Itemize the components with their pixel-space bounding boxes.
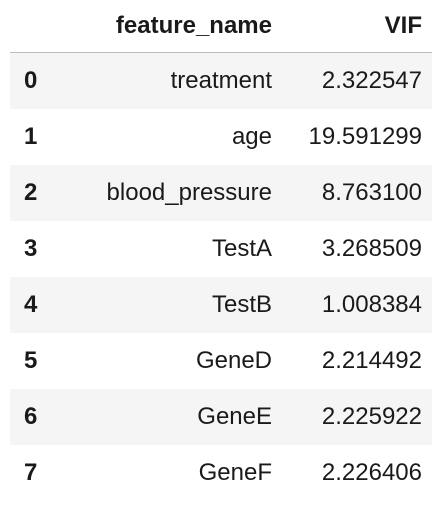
feature-name-cell: TestA: [211, 235, 272, 262]
feature-name-cell: GeneF: [198, 459, 272, 486]
row-index: 3: [24, 235, 38, 262]
table-row: 7 GeneF 2.226406: [10, 445, 432, 501]
table-row: 0 treatment 2.322547: [10, 52, 432, 109]
vif-cell: 2.225922: [321, 403, 422, 430]
vif-cell: 2.214492: [321, 347, 422, 374]
feature-name-cell: blood_pressure: [106, 179, 272, 206]
table-row: 1 age 19.591299: [10, 109, 432, 165]
vif-cell: 19.591299: [308, 123, 422, 150]
vif-cell: 2.226406: [321, 459, 422, 486]
vif-cell: 3.268509: [321, 235, 422, 262]
feature-name-cell: GeneE: [197, 403, 272, 430]
feature-name-column-header: feature_name: [58, 0, 282, 53]
row-index: 4: [24, 291, 38, 318]
dataframe-output: feature_name VIF 0 treatment 2.322547 1 …: [10, 0, 432, 501]
header-row: feature_name VIF: [10, 0, 432, 53]
row-index: 1: [24, 123, 38, 150]
table-body: 0 treatment 2.322547 1 age 19.591299 2 b…: [10, 52, 432, 501]
table-row: 5 GeneD 2.214492: [10, 333, 432, 389]
vif-column-header: VIF: [282, 0, 432, 53]
vif-table: feature_name VIF 0 treatment 2.322547 1 …: [10, 0, 432, 501]
row-index: 7: [24, 459, 38, 486]
feature-name-cell: TestB: [211, 291, 272, 318]
table-row: 2 blood_pressure 8.763100: [10, 165, 432, 221]
feature-name-cell: GeneD: [195, 347, 272, 374]
feature-name-cell: age: [231, 123, 272, 150]
vif-cell: 8.763100: [321, 179, 422, 206]
table-header: feature_name VIF: [10, 0, 432, 53]
vif-cell: 1.008384: [321, 291, 422, 318]
vif-cell: 2.322547: [321, 67, 422, 94]
feature-name-cell: treatment: [170, 67, 272, 94]
table-row: 4 TestB 1.008384: [10, 277, 432, 333]
table-row: 6 GeneE 2.225922: [10, 389, 432, 445]
index-column-header: [10, 0, 58, 53]
row-index: 0: [24, 67, 38, 94]
row-index: 6: [24, 403, 38, 430]
table-row: 3 TestA 3.268509: [10, 221, 432, 277]
row-index: 5: [24, 347, 38, 374]
row-index: 2: [24, 179, 38, 206]
